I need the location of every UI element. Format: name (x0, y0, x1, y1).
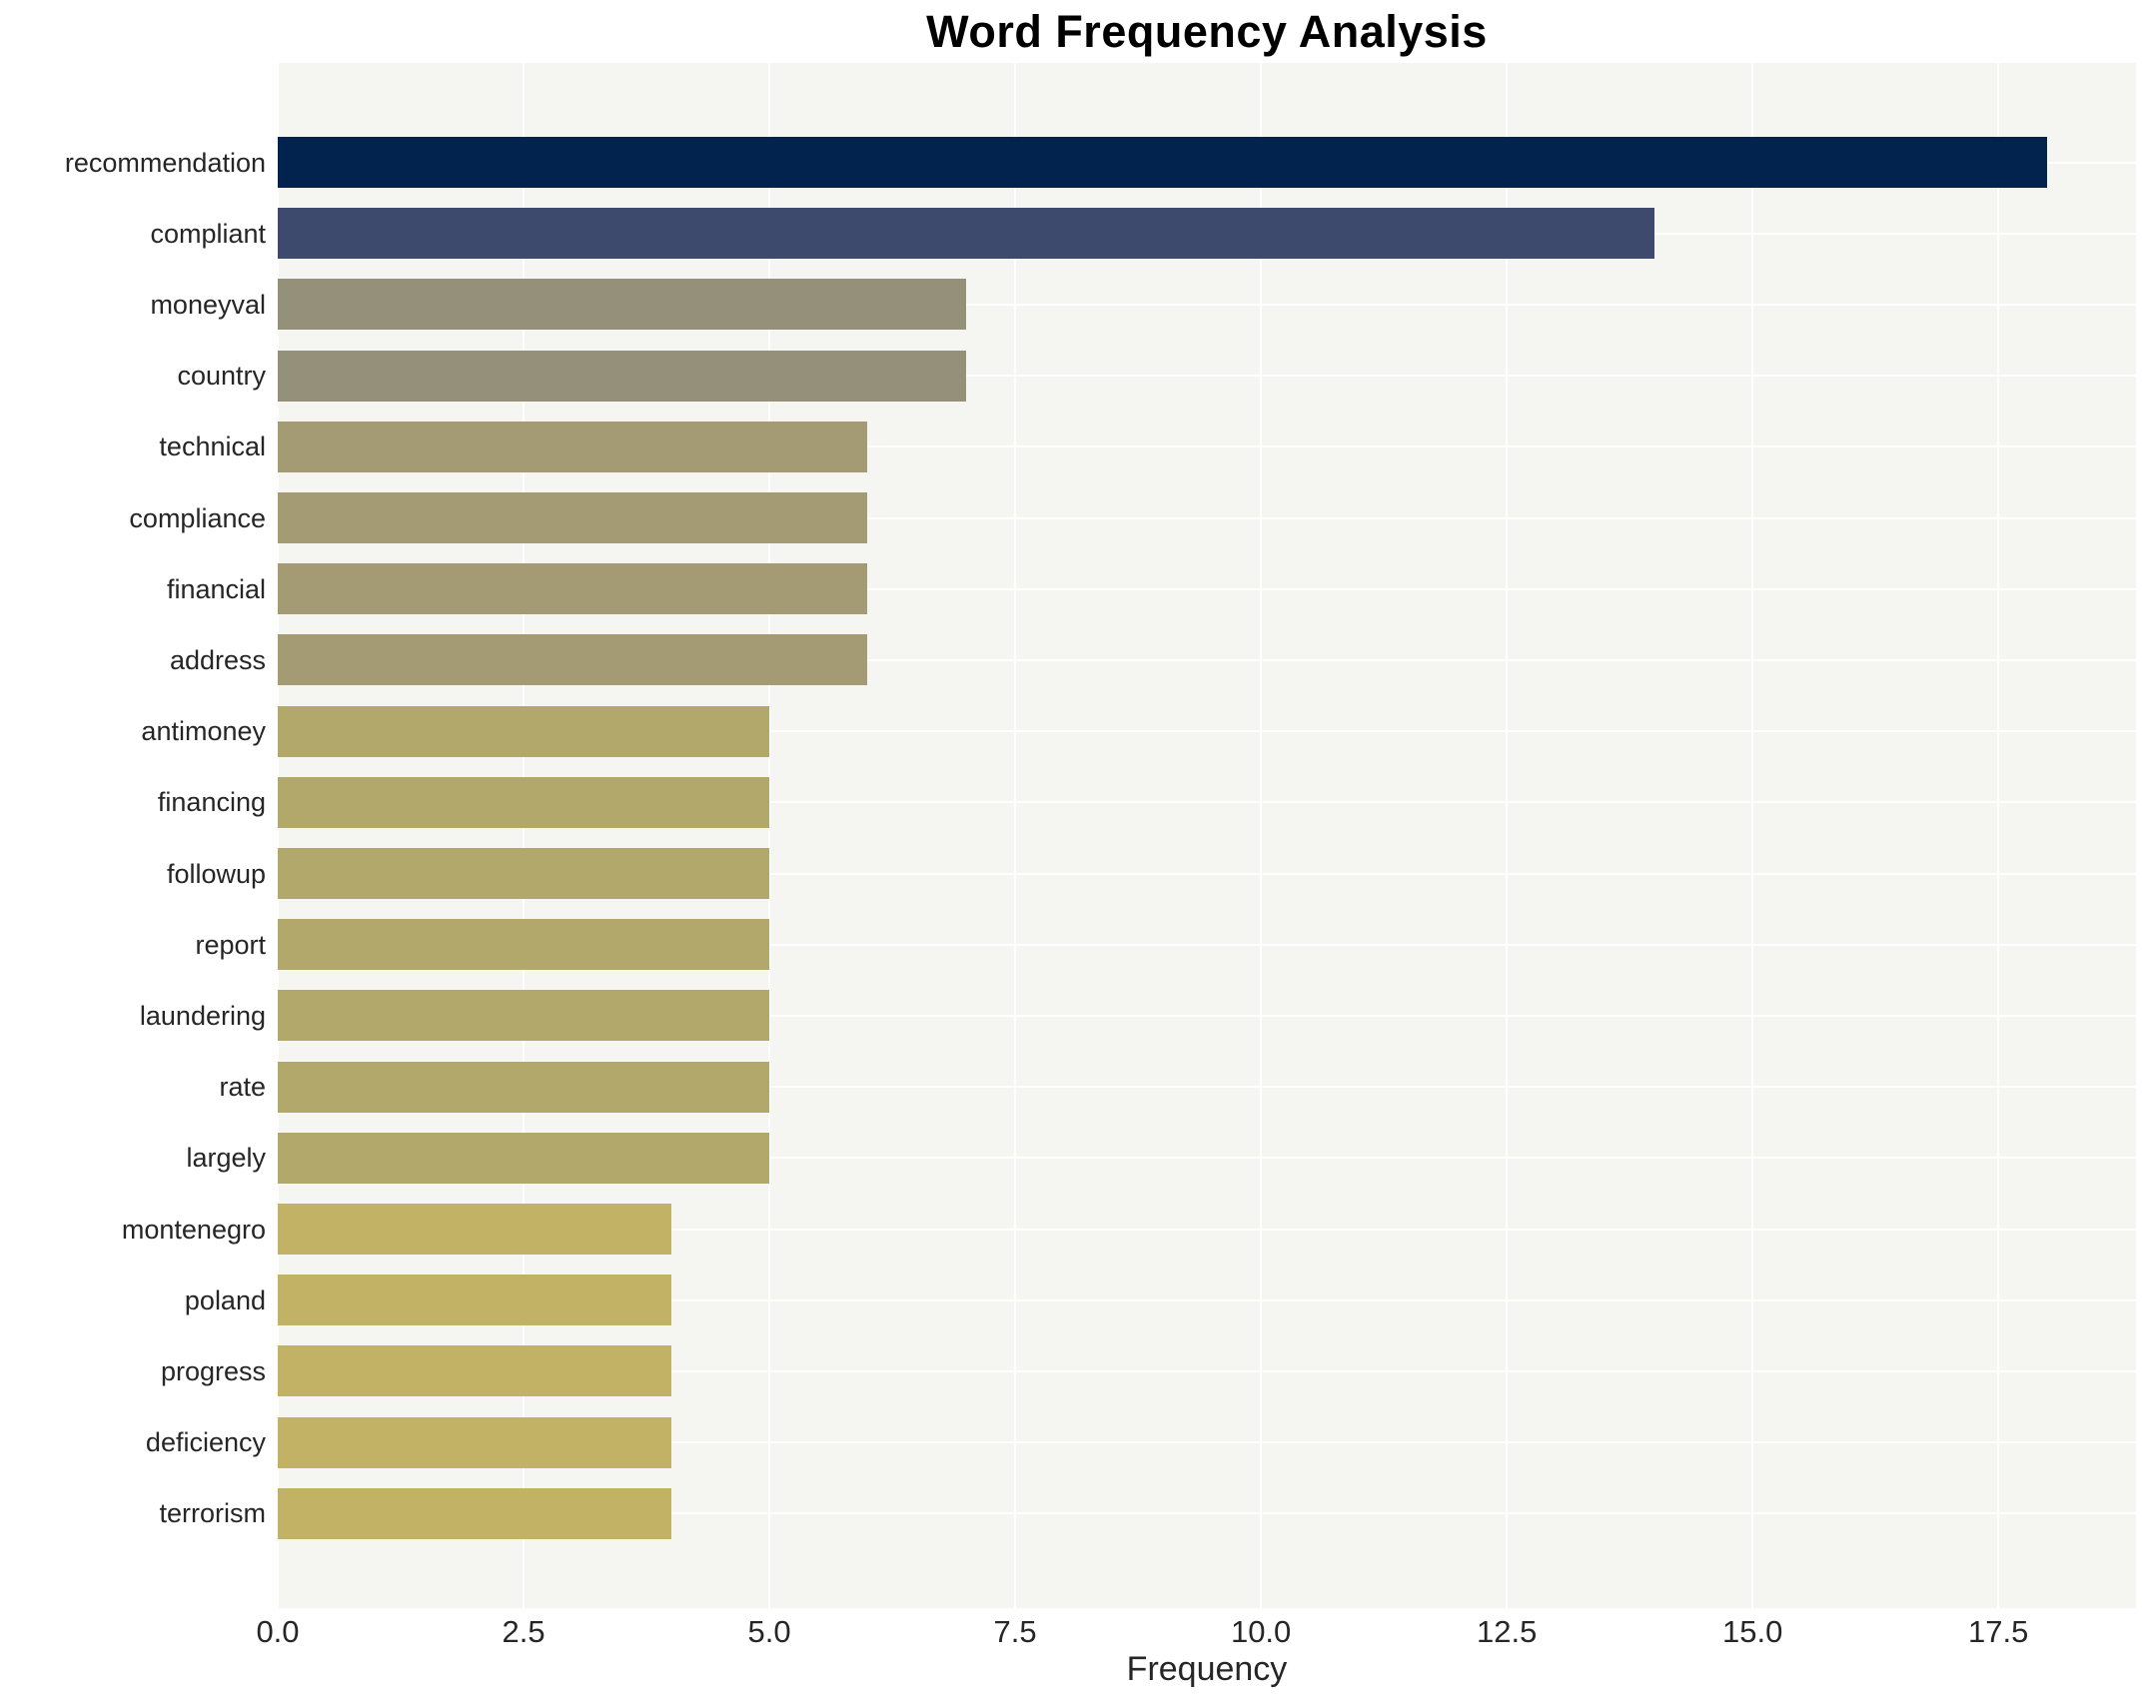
x-gridline (1506, 63, 1509, 1608)
y-gridline (278, 1369, 2136, 1372)
x-gridline (1751, 63, 1754, 1608)
bar-followup (278, 848, 770, 899)
y-gridline (278, 1086, 2136, 1089)
y-tick-label-country: country (177, 361, 266, 392)
x-gridline (1997, 63, 2000, 1608)
bar-financial (278, 563, 868, 615)
bar-progress (278, 1345, 671, 1397)
bar-moneyval (278, 279, 966, 331)
plot-area (277, 63, 2136, 1608)
x-gridline (277, 63, 279, 1608)
bar-technical (278, 421, 868, 472)
y-gridline (278, 303, 2136, 306)
x-tick-label-15.0: 15.0 (1722, 1614, 1783, 1649)
bar-poland (278, 1275, 671, 1326)
bar-rate (278, 1061, 770, 1113)
y-gridline (278, 1512, 2136, 1515)
y-gridline (278, 658, 2136, 661)
x-tick-label-10.0: 10.0 (1230, 1614, 1292, 1649)
y-gridline (278, 445, 2136, 448)
y-tick-label-progress: progress (160, 1355, 266, 1386)
bar-largely (278, 1132, 770, 1184)
x-tick-label-12.5: 12.5 (1476, 1614, 1538, 1649)
x-axis-label: Frequency (1126, 1650, 1288, 1688)
y-tick-label-financial: financial (166, 573, 266, 604)
x-gridline (768, 63, 771, 1608)
y-gridline (278, 1228, 2136, 1231)
bar-montenegro (278, 1204, 671, 1255)
x-tick-label-5.0: 5.0 (747, 1614, 791, 1649)
y-tick-label-financing: financing (157, 787, 266, 818)
x-gridline (1014, 63, 1017, 1608)
bar-laundering (278, 990, 770, 1042)
y-gridline (278, 1441, 2136, 1444)
chart-title: Word Frequency Analysis (926, 6, 1488, 57)
y-gridline (278, 730, 2136, 733)
x-tick-label-7.5: 7.5 (993, 1614, 1037, 1649)
bar-report (278, 919, 770, 971)
x-tick-label-17.5: 17.5 (1968, 1614, 2029, 1649)
y-tick-label-poland: poland (184, 1284, 266, 1315)
x-gridline (1260, 63, 1263, 1608)
y-tick-label-address: address (169, 644, 266, 675)
y-gridline (278, 943, 2136, 946)
bar-deficiency (278, 1416, 671, 1468)
x-tick-label-0.0: 0.0 (256, 1614, 300, 1649)
y-tick-label-technical: technical (159, 431, 266, 462)
y-tick-label-compliant: compliant (150, 218, 266, 249)
y-gridline (278, 1298, 2136, 1301)
x-tick-label-2.5: 2.5 (502, 1614, 545, 1649)
bar-terrorism (278, 1487, 671, 1539)
y-gridline (278, 1014, 2136, 1017)
y-tick-label-recommendation: recommendation (64, 147, 266, 178)
y-tick-label-laundering: laundering (139, 1000, 266, 1031)
y-gridline (278, 375, 2136, 378)
y-gridline (278, 1157, 2136, 1160)
y-gridline (278, 801, 2136, 804)
y-tick-label-report: report (195, 929, 266, 960)
y-gridline (278, 872, 2136, 875)
y-tick-label-terrorism: terrorism (159, 1498, 267, 1529)
bar-antimoney (278, 705, 770, 757)
y-tick-label-moneyval: moneyval (150, 289, 266, 320)
y-tick-label-antimoney: antimoney (141, 716, 266, 747)
y-tick-label-montenegro: montenegro (121, 1214, 266, 1245)
bar-financing (278, 776, 770, 828)
bar-compliance (278, 492, 868, 543)
bar-country (278, 350, 966, 402)
bar-recommendation (278, 137, 2048, 188)
y-tick-label-largely: largely (186, 1143, 266, 1174)
y-tick-label-compliance: compliance (129, 502, 266, 533)
y-tick-label-followup: followup (166, 858, 266, 889)
y-gridline (278, 587, 2136, 590)
y-gridline (278, 516, 2136, 519)
bar-compliant (278, 208, 1654, 260)
y-tick-label-deficiency: deficiency (145, 1427, 266, 1458)
y-tick-label-rate: rate (219, 1072, 266, 1103)
bar-address (278, 634, 868, 686)
x-gridline (523, 63, 526, 1608)
